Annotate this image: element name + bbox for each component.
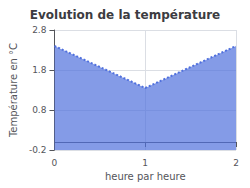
svg-text:heure par heure: heure par heure bbox=[105, 171, 186, 182]
svg-text:2: 2 bbox=[233, 158, 239, 168]
svg-text:2.8: 2.8 bbox=[32, 25, 47, 35]
svg-text:-0.2: -0.2 bbox=[29, 145, 47, 155]
svg-text:1: 1 bbox=[142, 158, 148, 168]
svg-text:Température en °C: Température en °C bbox=[8, 43, 19, 138]
svg-text:0: 0 bbox=[52, 158, 58, 168]
svg-text:0.8: 0.8 bbox=[32, 105, 47, 115]
svg-text:Evolution de la température: Evolution de la température bbox=[30, 8, 221, 22]
svg-text:1.8: 1.8 bbox=[32, 65, 47, 75]
